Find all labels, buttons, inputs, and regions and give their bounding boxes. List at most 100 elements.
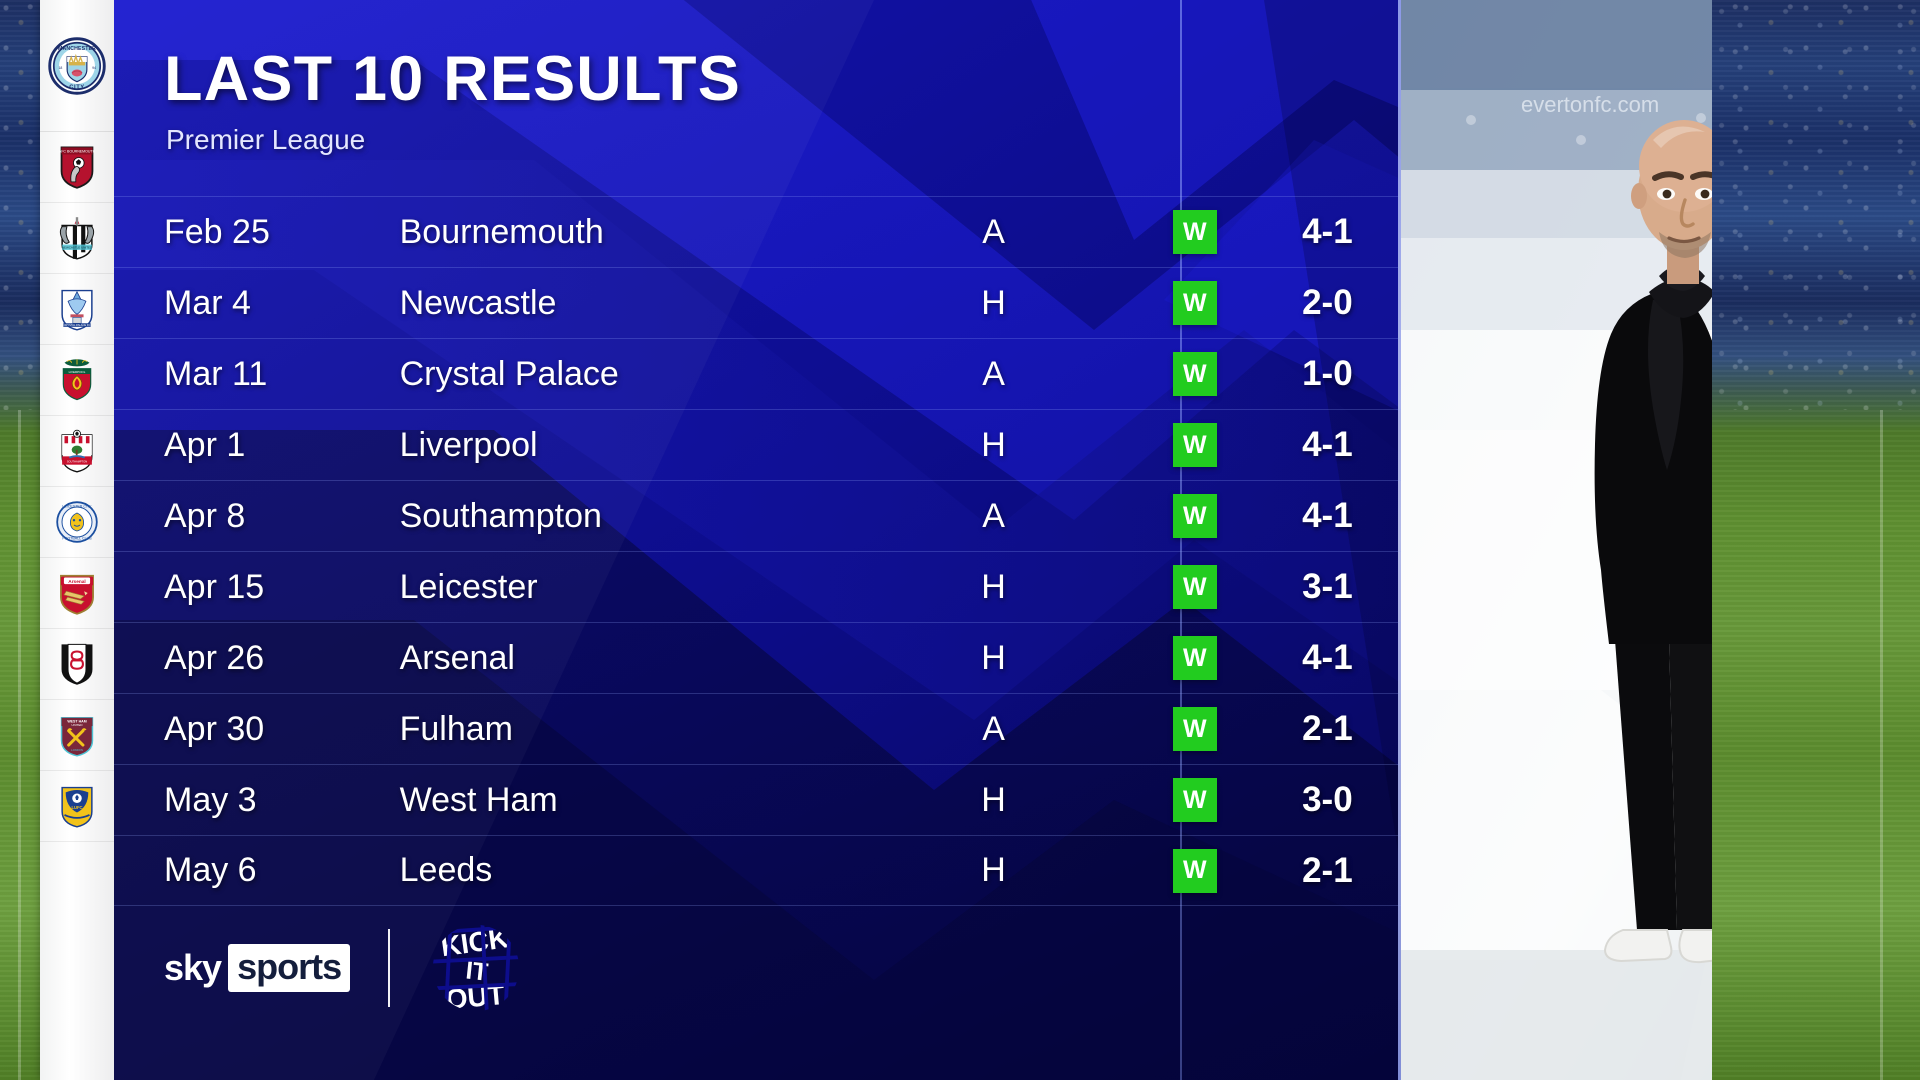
sidebar-item-manchester-city[interactable]: MANCHESTER CITY 18 94 bbox=[40, 0, 114, 132]
result-opponent: West Ham bbox=[399, 780, 558, 819]
result-venue: H bbox=[981, 425, 1006, 464]
sidebar-item-west-ham[interactable]: WEST HAM UNITED LONDON bbox=[40, 700, 114, 771]
result-date: May 3 bbox=[164, 780, 257, 819]
sidebar-item-arsenal[interactable]: Arsenal bbox=[40, 558, 114, 629]
result-outcome-cell: W bbox=[1136, 210, 1254, 254]
svg-text:18: 18 bbox=[58, 65, 62, 69]
liverpool-crest: LIVERPOOL bbox=[62, 359, 92, 401]
west-ham-crest: WEST HAM UNITED LONDON bbox=[60, 717, 94, 757]
table-row: Mar 4 Newcastle H W 2-0 bbox=[114, 267, 1401, 338]
status-badge: W bbox=[1172, 352, 1217, 396]
result-venue: A bbox=[982, 212, 1005, 251]
sidebar-item-liverpool[interactable]: LIVERPOOL bbox=[40, 345, 114, 416]
status-badge: W bbox=[1172, 848, 1217, 893]
result-opponent: Leeds bbox=[399, 851, 493, 889]
result-score: 1-0 bbox=[1302, 354, 1353, 393]
svg-text:WEST HAM: WEST HAM bbox=[67, 720, 86, 724]
club-crest-sidebar: MANCHESTER CITY 18 94 AFC BOURNEMOUTH bbox=[40, 0, 114, 1080]
table-row: May 3 West Ham H W 3-0 bbox=[114, 764, 1401, 835]
result-date: Apr 1 bbox=[164, 425, 246, 464]
result-score: 4-1 bbox=[1302, 425, 1353, 464]
result-outcome-cell: W bbox=[1136, 494, 1254, 538]
status-badge: W bbox=[1172, 210, 1217, 254]
leicester-crest: LEICESTER CITY FOOTBALL CLUB bbox=[56, 501, 98, 543]
table-row: Apr 8 Southampton A W 4-1 bbox=[114, 480, 1401, 551]
result-venue: H bbox=[981, 851, 1006, 889]
table-row: Apr 1 Liverpool H W 4-1 bbox=[114, 409, 1401, 480]
status-badge: W bbox=[1172, 778, 1217, 822]
leeds-crest: LUFC bbox=[61, 786, 93, 828]
crystal-palace-crest: CRYSTAL PALACE FC bbox=[61, 289, 93, 331]
svg-text:CITY: CITY bbox=[69, 84, 85, 90]
svg-text:Arsenal: Arsenal bbox=[68, 579, 85, 585]
result-score: 3-0 bbox=[1302, 780, 1353, 819]
table-row: Apr 26 Arsenal H W 4-1 bbox=[114, 622, 1401, 693]
result-outcome-cell: W bbox=[1136, 423, 1254, 467]
panel-header: LAST 10 RESULTS Premier League bbox=[164, 48, 741, 156]
sidebar-item-southampton[interactable]: SOUTHAMPTON bbox=[40, 416, 114, 487]
svg-text:CRYSTAL PALACE FC: CRYSTAL PALACE FC bbox=[64, 323, 91, 327]
sidebar-item-bournemouth[interactable]: AFC BOURNEMOUTH bbox=[40, 132, 114, 203]
page-title: LAST 10 RESULTS bbox=[164, 44, 741, 114]
table-row: Apr 30 Fulham A W 2-1 bbox=[114, 693, 1401, 764]
logo-separator bbox=[388, 929, 391, 1007]
result-outcome-cell: W bbox=[1136, 565, 1254, 609]
result-date: Mar 4 bbox=[164, 283, 251, 322]
result-outcome-cell: W bbox=[1136, 707, 1254, 751]
result-venue: H bbox=[981, 780, 1006, 819]
result-outcome-cell: W bbox=[1136, 636, 1254, 680]
status-badge: W bbox=[1172, 636, 1217, 680]
manchester-city-crest: MANCHESTER CITY 18 94 bbox=[48, 36, 106, 95]
sky-wordmark: sky bbox=[164, 947, 222, 988]
newcastle-crest: NEWCASTLE UNITED bbox=[59, 217, 95, 260]
result-outcome-cell: W bbox=[1136, 281, 1254, 325]
footer-logos: sky sports KICK IT OUT bbox=[164, 920, 524, 1016]
sidebar-item-leeds[interactable]: LUFC bbox=[40, 771, 114, 842]
page-subtitle: Premier League bbox=[166, 124, 366, 155]
result-venue: A bbox=[982, 496, 1005, 535]
sidebar-item-crystal-palace[interactable]: CRYSTAL PALACE FC bbox=[40, 274, 114, 345]
svg-text:LONDON: LONDON bbox=[71, 748, 83, 752]
result-venue: H bbox=[981, 638, 1006, 677]
sidebar-item-fulham[interactable] bbox=[40, 629, 114, 700]
svg-text:UNITED: UNITED bbox=[71, 723, 82, 727]
result-score: 4-1 bbox=[1302, 212, 1353, 251]
result-date: Apr 26 bbox=[164, 638, 265, 677]
result-opponent: Leicester bbox=[399, 567, 538, 606]
table-row: Feb 25 Bournemouth A W 4-1 bbox=[114, 196, 1401, 267]
sports-wordmark: sports bbox=[228, 944, 351, 992]
result-score: 2-0 bbox=[1302, 283, 1353, 322]
result-score: 2-1 bbox=[1302, 850, 1353, 890]
status-badge: W bbox=[1172, 707, 1217, 751]
result-venue: A bbox=[982, 354, 1005, 393]
result-date: Apr 15 bbox=[164, 567, 265, 606]
svg-text:LUFC: LUFC bbox=[71, 805, 82, 810]
result-opponent: Fulham bbox=[399, 709, 513, 748]
sidebar-item-leicester[interactable]: LEICESTER CITY FOOTBALL CLUB bbox=[40, 487, 114, 558]
result-outcome-cell: W bbox=[1136, 778, 1254, 822]
result-score: 3-1 bbox=[1302, 567, 1353, 606]
result-opponent: Arsenal bbox=[399, 638, 515, 677]
sky-sports-logo: sky sports bbox=[164, 944, 351, 992]
southampton-crest: SOUTHAMPTON bbox=[61, 429, 93, 473]
presenter-figure bbox=[1594, 120, 1712, 964]
result-date: Mar 11 bbox=[164, 354, 268, 393]
results-table: Feb 25 Bournemouth A W 4-1 Mar 4 Newcastle H W 2-… bbox=[114, 196, 1401, 906]
result-date: Apr 30 bbox=[164, 709, 265, 748]
result-outcome-cell: W bbox=[1136, 848, 1254, 893]
presenter-photo: evertonfc.com bbox=[1401, 0, 1712, 1080]
result-opponent: Crystal Palace bbox=[399, 354, 619, 393]
svg-text:94: 94 bbox=[92, 65, 96, 69]
table-row: Apr 15 Leicester H W 3-1 bbox=[114, 551, 1401, 622]
panel-edge bbox=[1398, 0, 1401, 1080]
result-score: 4-1 bbox=[1302, 638, 1353, 677]
arsenal-crest: Arsenal bbox=[60, 574, 94, 615]
svg-text:FOOTBALL CLUB: FOOTBALL CLUB bbox=[62, 536, 92, 540]
result-opponent: Southampton bbox=[399, 496, 602, 535]
sidebar-item-newcastle[interactable]: NEWCASTLE UNITED bbox=[40, 203, 114, 274]
result-date: May 6 bbox=[164, 851, 257, 889]
pitch-line bbox=[1880, 410, 1883, 1080]
svg-text:MANCHESTER: MANCHESTER bbox=[58, 45, 96, 51]
status-badge: W bbox=[1172, 565, 1217, 609]
